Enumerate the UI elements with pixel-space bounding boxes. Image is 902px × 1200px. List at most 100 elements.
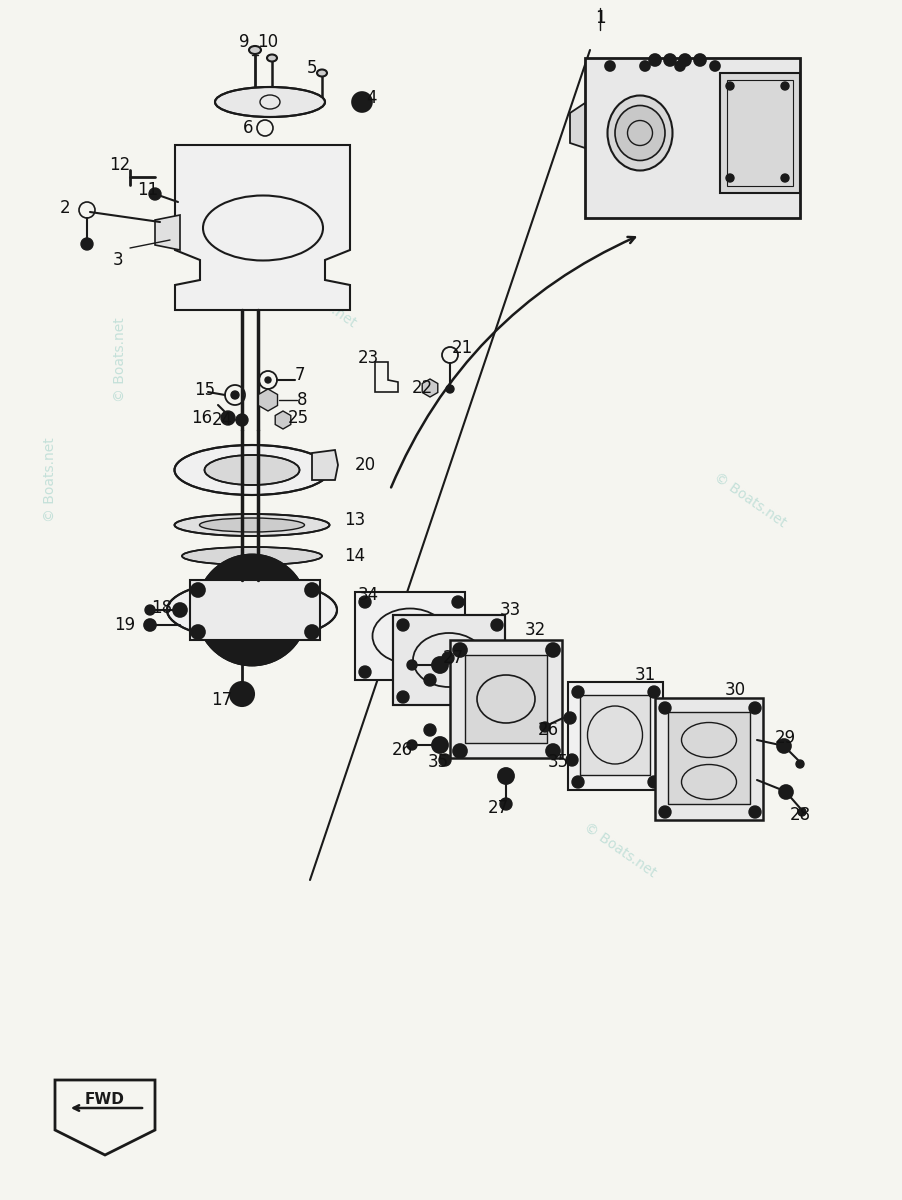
Circle shape <box>564 712 575 724</box>
Circle shape <box>235 414 248 426</box>
Circle shape <box>453 643 466 658</box>
Ellipse shape <box>267 54 277 61</box>
Circle shape <box>407 660 417 670</box>
Bar <box>567 682 662 790</box>
Circle shape <box>407 740 417 750</box>
Circle shape <box>571 776 584 788</box>
Circle shape <box>778 785 792 799</box>
Text: 27: 27 <box>487 799 508 817</box>
Circle shape <box>452 596 464 608</box>
Circle shape <box>497 768 513 784</box>
Circle shape <box>352 92 372 112</box>
Circle shape <box>431 658 447 673</box>
Ellipse shape <box>174 445 329 494</box>
Circle shape <box>694 54 705 66</box>
Circle shape <box>546 643 559 658</box>
Circle shape <box>231 391 239 398</box>
Text: 20: 20 <box>354 456 375 474</box>
Text: 14: 14 <box>344 547 365 565</box>
Ellipse shape <box>614 106 664 161</box>
Circle shape <box>546 744 559 758</box>
Circle shape <box>81 238 93 250</box>
Circle shape <box>500 798 511 810</box>
Circle shape <box>424 724 436 736</box>
Bar <box>392 614 504 704</box>
Circle shape <box>649 54 660 66</box>
Circle shape <box>780 174 788 182</box>
Text: 10: 10 <box>257 32 278 50</box>
Circle shape <box>648 686 659 698</box>
Text: 22: 22 <box>411 379 432 397</box>
Polygon shape <box>312 450 337 480</box>
Circle shape <box>640 61 649 71</box>
Circle shape <box>446 385 454 392</box>
Circle shape <box>424 674 436 686</box>
Text: 21: 21 <box>451 338 472 358</box>
Polygon shape <box>258 389 277 410</box>
Bar <box>392 614 504 704</box>
Circle shape <box>796 760 803 768</box>
Circle shape <box>658 806 670 818</box>
Bar <box>654 698 762 820</box>
Text: © Boats.net: © Boats.net <box>43 438 57 522</box>
Circle shape <box>453 744 466 758</box>
Polygon shape <box>569 103 584 148</box>
Text: 8: 8 <box>297 391 307 409</box>
Ellipse shape <box>249 46 261 54</box>
Bar <box>189 580 319 640</box>
Polygon shape <box>175 145 350 310</box>
Ellipse shape <box>174 514 329 536</box>
Circle shape <box>397 619 409 631</box>
Circle shape <box>438 754 450 766</box>
Text: 30: 30 <box>723 680 745 698</box>
Circle shape <box>230 682 253 706</box>
Polygon shape <box>422 379 437 397</box>
Text: 13: 13 <box>344 511 365 529</box>
Circle shape <box>663 54 676 66</box>
Text: 26: 26 <box>391 740 412 758</box>
Circle shape <box>431 737 447 754</box>
Text: 28: 28 <box>788 806 810 824</box>
Bar <box>354 592 465 680</box>
Bar <box>719 73 799 193</box>
Circle shape <box>658 702 670 714</box>
Text: 18: 18 <box>152 599 172 617</box>
Circle shape <box>648 776 659 788</box>
Text: 26: 26 <box>537 721 558 739</box>
Circle shape <box>397 691 409 703</box>
Text: 16: 16 <box>191 409 212 427</box>
Circle shape <box>452 666 464 678</box>
Text: © Boats.net: © Boats.net <box>581 820 658 880</box>
Circle shape <box>491 691 502 703</box>
Circle shape <box>571 686 584 698</box>
Text: 32: 32 <box>524 622 545 638</box>
Text: 4: 4 <box>366 89 377 107</box>
Circle shape <box>197 554 307 665</box>
Circle shape <box>305 625 318 638</box>
Ellipse shape <box>607 96 672 170</box>
Circle shape <box>709 61 719 71</box>
Text: 7: 7 <box>294 366 305 384</box>
Circle shape <box>780 82 788 90</box>
Ellipse shape <box>167 580 336 640</box>
Text: 33: 33 <box>499 601 520 619</box>
Circle shape <box>216 575 287 646</box>
Text: 35: 35 <box>547 754 568 770</box>
Circle shape <box>604 61 614 71</box>
Text: 6: 6 <box>243 119 253 137</box>
Circle shape <box>221 410 235 425</box>
Bar <box>579 695 649 775</box>
Circle shape <box>145 605 155 614</box>
Circle shape <box>797 808 805 816</box>
Text: © Boats.net: © Boats.net <box>711 470 787 530</box>
Circle shape <box>566 754 577 766</box>
Text: 23: 23 <box>357 349 378 367</box>
Text: 9: 9 <box>238 32 249 50</box>
Text: 11: 11 <box>137 181 159 199</box>
Circle shape <box>173 602 187 617</box>
Circle shape <box>264 377 271 383</box>
Text: 24: 24 <box>211 410 233 428</box>
Circle shape <box>191 583 205 596</box>
Circle shape <box>725 174 733 182</box>
Circle shape <box>748 806 760 818</box>
